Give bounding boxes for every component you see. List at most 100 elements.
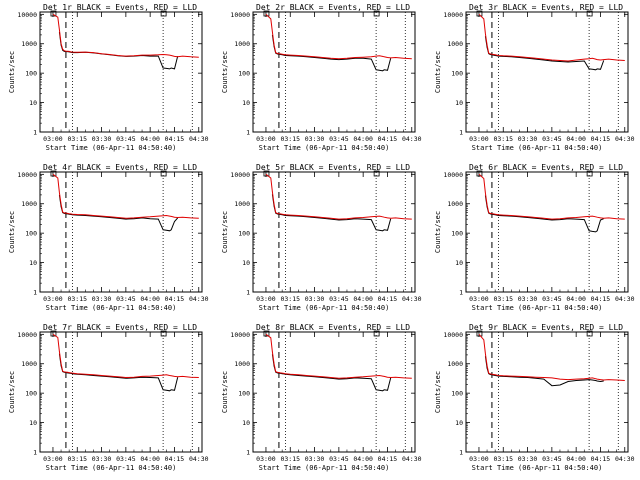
y-tick-label: 100 — [451, 390, 463, 398]
y-axis-label: Counts/sec — [434, 51, 442, 93]
x-tick-label: 03:45 — [542, 135, 562, 143]
plot-frame — [465, 331, 629, 453]
top-box-marker — [586, 330, 593, 337]
x-tick-label: 03:30 — [92, 135, 112, 143]
y-axis-label: Counts/sec — [8, 51, 16, 93]
top-box-marker — [160, 330, 167, 337]
lld-series-line — [52, 13, 199, 58]
plot-frame — [39, 171, 203, 293]
top-box-marker — [373, 330, 380, 337]
x-tick-label: 03:15 — [67, 135, 87, 143]
x-tick-label: 03:15 — [493, 135, 513, 143]
y-tick-label: 10000 — [443, 331, 463, 339]
y-axis-label: Counts/sec — [221, 211, 229, 253]
x-tick-label: 03:45 — [542, 295, 562, 303]
y-tick-label: 10 — [29, 99, 37, 107]
top-box-marker — [586, 170, 593, 177]
y-tick-label: 100 — [451, 230, 463, 238]
x-tick-label: 04:15 — [165, 135, 185, 143]
y-tick-label: 1 — [246, 449, 250, 457]
x-tick-label: 03:15 — [280, 135, 300, 143]
y-axis-label: Counts/sec — [434, 211, 442, 253]
x-tick-label: 04:15 — [165, 295, 185, 303]
panel-title: Det 9r BLACK = Events, RED = LLD — [469, 323, 623, 332]
y-tick-label: 1 — [459, 289, 463, 297]
x-tick-label: 03:30 — [92, 455, 112, 463]
panel-title: Det 6r BLACK = Events, RED = LLD — [469, 163, 623, 172]
x-tick-label: 03:30 — [305, 135, 325, 143]
panel-5: Det 5r BLACK = Events, RED = LLD 1 10 100 10… — [221, 163, 422, 312]
x-tick-label: 03:00 — [469, 455, 489, 463]
x-tick-label: 03:00 — [469, 295, 489, 303]
plot-frame — [39, 11, 203, 133]
x-tick-label: 04:00 — [566, 135, 586, 143]
y-tick-label: 1000 — [234, 360, 250, 368]
x-tick-label: 04:00 — [566, 455, 586, 463]
y-tick-label: 1000 — [21, 200, 37, 208]
y-tick-label: 1000 — [447, 200, 463, 208]
x-tick-label: 04:00 — [140, 135, 160, 143]
panel-title: Det 5r BLACK = Events, RED = LLD — [256, 163, 410, 172]
x-axis-label: Start Time (06-Apr-11 04:50:40) — [259, 304, 390, 312]
x-tick-label: 03:00 — [43, 455, 63, 463]
lld-series-line — [478, 13, 625, 62]
x-tick-label: 03:30 — [305, 455, 325, 463]
lld-series-line — [478, 333, 625, 381]
events-series-line — [484, 36, 605, 71]
plot-frame — [252, 11, 416, 133]
y-tick-label: 1 — [459, 129, 463, 137]
y-tick-label: 100 — [451, 70, 463, 78]
panel-title: Det 4r BLACK = Events, RED = LLD — [43, 163, 197, 172]
panel-7: Det 7r BLACK = Events, RED = LLD 1 10 100 10… — [8, 323, 209, 472]
x-tick-label: 04:15 — [378, 295, 398, 303]
y-tick-label: 10 — [29, 259, 37, 267]
y-tick-label: 10 — [455, 259, 463, 267]
x-tick-label: 04:15 — [378, 455, 398, 463]
x-tick-label: 04:30 — [615, 455, 635, 463]
x-axis-label: Start Time (06-Apr-11 04:50:40) — [46, 144, 177, 152]
lld-series-line — [478, 173, 625, 220]
top-box-marker — [586, 10, 593, 17]
x-axis-label: Start Time (06-Apr-11 04:50:40) — [259, 464, 390, 472]
x-axis-label: Start Time (06-Apr-11 04:50:40) — [472, 144, 603, 152]
y-tick-label: 10000 — [17, 331, 37, 339]
top-box-marker — [160, 170, 167, 177]
x-tick-label: 03:00 — [256, 455, 276, 463]
y-axis-label: Counts/sec — [8, 371, 16, 413]
lld-series-line — [265, 13, 412, 60]
x-tick-label: 03:00 — [43, 135, 63, 143]
y-tick-label: 1000 — [234, 40, 250, 48]
y-tick-label: 1 — [33, 289, 37, 297]
y-tick-label: 10 — [29, 419, 37, 427]
x-tick-label: 03:00 — [256, 135, 276, 143]
x-tick-label: 04:30 — [189, 135, 209, 143]
top-box-marker — [476, 10, 483, 17]
x-tick-label: 03:15 — [280, 295, 300, 303]
x-axis-label: Start Time (06-Apr-11 04:50:40) — [472, 304, 603, 312]
x-tick-label: 04:30 — [402, 295, 422, 303]
y-axis-label: Counts/sec — [434, 371, 442, 413]
y-tick-label: 10 — [242, 419, 250, 427]
panel-3: Det 3r BLACK = Events, RED = LLD 1 10 100 10… — [434, 3, 635, 152]
x-tick-label: 03:15 — [67, 295, 87, 303]
y-tick-label: 10000 — [17, 11, 37, 19]
x-axis-label: Start Time (06-Apr-11 04:50:40) — [46, 464, 177, 472]
y-tick-label: 1 — [459, 449, 463, 457]
x-tick-label: 03:45 — [329, 295, 349, 303]
panel-title: Det 7r BLACK = Events, RED = LLD — [43, 323, 197, 332]
y-tick-label: 1000 — [21, 360, 37, 368]
lld-series-line — [52, 333, 199, 379]
x-tick-label: 03:30 — [518, 455, 538, 463]
top-box-marker — [263, 10, 270, 17]
y-tick-label: 1000 — [447, 360, 463, 368]
x-tick-label: 04:00 — [353, 295, 373, 303]
y-tick-label: 100 — [238, 390, 250, 398]
x-tick-label: 04:00 — [353, 455, 373, 463]
x-tick-label: 04:15 — [591, 295, 611, 303]
x-tick-label: 03:45 — [329, 455, 349, 463]
top-box-marker — [373, 170, 380, 177]
panel-title: Det 3r BLACK = Events, RED = LLD — [469, 3, 623, 12]
x-tick-label: 03:30 — [305, 295, 325, 303]
top-box-marker — [50, 170, 57, 177]
events-series-line — [58, 31, 179, 70]
